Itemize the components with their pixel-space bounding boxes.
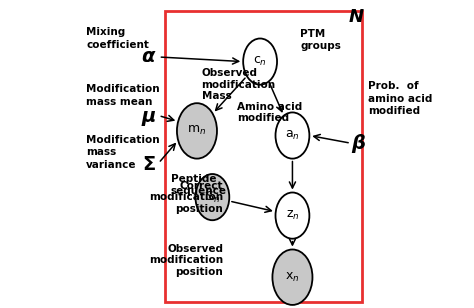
Text: $\boldsymbol{\mu}$: $\boldsymbol{\mu}$ (141, 109, 157, 128)
Bar (164, 11, 362, 302)
Text: variance: variance (86, 160, 137, 170)
Text: mass mean: mass mean (86, 97, 153, 107)
Ellipse shape (275, 192, 310, 239)
Ellipse shape (243, 38, 277, 85)
Text: z$_n$: z$_n$ (286, 209, 299, 222)
Text: PTM
groups: PTM groups (300, 29, 341, 51)
Text: c$_n$: c$_n$ (253, 55, 267, 68)
Text: coefficient: coefficient (86, 40, 149, 50)
Text: N: N (349, 8, 364, 26)
Ellipse shape (177, 103, 217, 159)
Text: Peptide
sequence: Peptide sequence (171, 174, 227, 196)
Ellipse shape (273, 249, 312, 305)
Text: x$_n$: x$_n$ (285, 271, 300, 284)
Text: modified: modified (368, 106, 420, 116)
Text: $\boldsymbol{\Sigma}$: $\boldsymbol{\Sigma}$ (142, 155, 156, 174)
Text: Mixing: Mixing (86, 27, 125, 37)
Text: Correct
modification
position: Correct modification position (149, 180, 223, 214)
Text: Prob.  of: Prob. of (368, 81, 419, 91)
Text: Observed
modification
position: Observed modification position (149, 244, 223, 277)
Text: Modification: Modification (86, 135, 160, 145)
Ellipse shape (195, 174, 229, 220)
Text: Amino acid
modified: Amino acid modified (237, 102, 302, 123)
Text: a$_n$: a$_n$ (285, 129, 300, 142)
Text: mass: mass (86, 148, 116, 157)
Text: $\boldsymbol{\alpha}$: $\boldsymbol{\alpha}$ (141, 47, 157, 67)
Text: m$_n$: m$_n$ (187, 124, 207, 137)
Text: Modification: Modification (86, 84, 160, 94)
Text: amino acid: amino acid (368, 94, 432, 103)
Text: $\boldsymbol{\beta}$: $\boldsymbol{\beta}$ (351, 132, 366, 155)
Text: Observed
modification
Mass: Observed modification Mass (201, 68, 276, 101)
Text: S$_n$: S$_n$ (205, 189, 220, 205)
Ellipse shape (275, 112, 310, 159)
